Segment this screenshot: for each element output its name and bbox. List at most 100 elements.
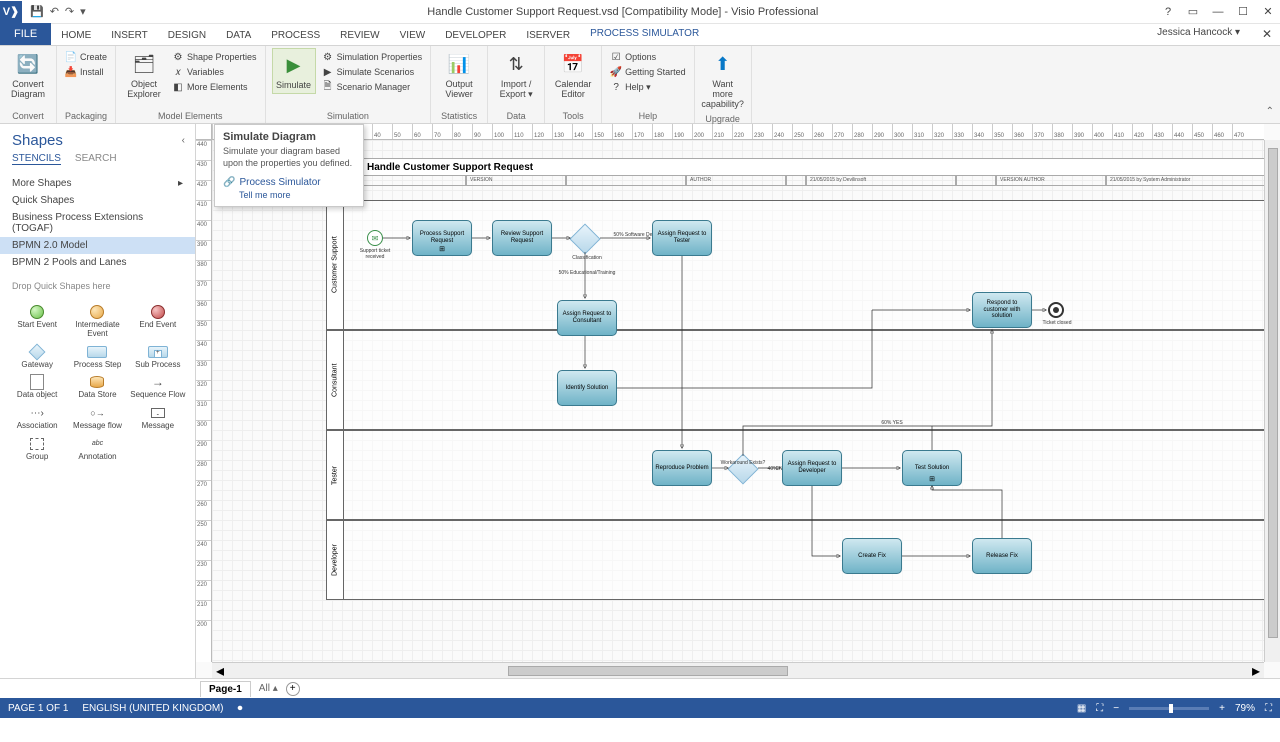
close-icon[interactable]: ✕ [1256, 2, 1280, 22]
tab-data[interactable]: DATA [216, 26, 261, 45]
scroll-left-icon[interactable]: ◂ [212, 661, 228, 679]
tab-process-simulator[interactable]: PROCESS SIMULATOR [580, 24, 709, 45]
task-identify-solution[interactable]: Identify Solution [557, 370, 617, 406]
options-button[interactable]: ☑Options [608, 50, 688, 64]
page-tab-all[interactable]: All ▴ [259, 683, 278, 694]
scenario-manager-button[interactable]: 🗎Scenario Manager [320, 80, 425, 94]
zoom-in-icon[interactable]: + [1219, 703, 1225, 714]
tooltip-link[interactable]: 🔗Process Simulator [223, 175, 355, 190]
tab-home[interactable]: HOME [51, 26, 101, 45]
collapse-ribbon-icon[interactable]: ⌃ [1266, 106, 1274, 117]
qat-customize-icon[interactable]: ▾ [80, 5, 86, 18]
stencil-more-shapes[interactable]: More Shapes▸ [0, 175, 195, 192]
shape-sequence-flow[interactable]: Sequence Flow [129, 375, 187, 400]
tab-review[interactable]: REVIEW [330, 26, 389, 45]
output-viewer-button[interactable]: 📊 Output Viewer [437, 48, 481, 102]
lane-developer[interactable]: Developer [326, 520, 1264, 600]
drawing-canvas[interactable]: Handle Customer Support Request VERSION … [212, 140, 1264, 662]
task-reproduce-problem[interactable]: Reproduce Problem [652, 450, 712, 486]
maximize-icon[interactable]: ☐ [1231, 2, 1255, 22]
shape-properties-button[interactable]: ⚙Shape Properties [170, 50, 259, 64]
scroll-right-icon[interactable]: ▸ [1248, 661, 1264, 679]
qat-redo-icon[interactable]: ↷ [65, 5, 74, 18]
macro-recorder-icon[interactable]: ⏺ [238, 703, 243, 714]
getting-started-button[interactable]: 🚀Getting Started [608, 65, 688, 79]
shapes-collapse-icon[interactable]: ‹ [182, 135, 185, 146]
minimize-icon[interactable]: — [1206, 2, 1230, 22]
tab-iserver[interactable]: ISERVER [516, 26, 580, 45]
shape-process-step[interactable]: Process Step [68, 345, 126, 370]
more-elements-button[interactable]: ◧More Elements [170, 80, 259, 94]
stencil-bpmn-model[interactable]: BPMN 2.0 Model [0, 237, 195, 254]
create-button[interactable]: 📄Create [63, 50, 109, 64]
shape-gateway[interactable]: Gateway [8, 345, 66, 370]
qat-undo-icon[interactable]: ↶ [50, 5, 59, 18]
install-button[interactable]: 📥Install [63, 65, 109, 79]
task-process-support[interactable]: Process Support Request [412, 220, 472, 256]
add-page-button[interactable]: + [286, 682, 300, 696]
zoom-slider[interactable] [1129, 707, 1209, 710]
shape-group[interactable]: Group [8, 437, 66, 462]
page-tab-1[interactable]: Page-1 [200, 681, 251, 697]
calendar-editor-button[interactable]: 📅 Calendar Editor [551, 48, 595, 102]
task-assign-tester[interactable]: Assign Request to Tester [652, 220, 712, 256]
simulation-properties-button[interactable]: ⚙Simulation Properties [320, 50, 425, 64]
help-icon[interactable]: ? [1156, 2, 1180, 22]
tooltip-tell-me-more[interactable]: Tell me more [223, 190, 355, 200]
object-explorer-button[interactable]: 🗂 Object Explorer [122, 48, 166, 102]
horizontal-scrollbar[interactable]: ◂ ▸ [212, 662, 1264, 678]
zoom-level[interactable]: 79% [1235, 703, 1255, 714]
tab-process[interactable]: PROCESS [261, 26, 330, 45]
shape-association[interactable]: Association [8, 406, 66, 431]
shape-message-flow[interactable]: Message flow [68, 406, 126, 431]
end-event[interactable] [1048, 302, 1064, 318]
tab-view[interactable]: VIEW [390, 26, 436, 45]
variables-button[interactable]: 𝑥Variables [170, 65, 259, 79]
shapes-tab-stencils[interactable]: STENCILS [12, 153, 61, 165]
shape-annotation[interactable]: Annotation [68, 437, 126, 462]
task-test-solution[interactable]: Test Solution [902, 450, 962, 486]
file-tab[interactable]: FILE [0, 23, 51, 45]
ribbon-display-icon[interactable]: ▭ [1181, 2, 1205, 22]
help-button[interactable]: ?Help ▾ [608, 80, 688, 94]
stencil-bpmn-pools[interactable]: BPMN 2 Pools and Lanes [0, 254, 195, 271]
task-respond[interactable]: Respond to customer with solution [972, 292, 1032, 328]
start-event[interactable]: ✉ [367, 230, 383, 246]
task-release-fix[interactable]: Release Fix [972, 538, 1032, 574]
convert-diagram-button[interactable]: 🔄 Convert Diagram [6, 48, 50, 102]
stencil-quick-shapes[interactable]: Quick Shapes [0, 192, 195, 209]
stencil-bpe-togaf[interactable]: Business Process Extensions (TOGAF) [0, 209, 195, 237]
qat-save-icon[interactable]: 💾 [30, 5, 44, 18]
user-account[interactable]: Jessica Hancock ▾ [1157, 27, 1240, 38]
close-document-icon[interactable]: ✕ [1262, 27, 1272, 41]
shape-data-store[interactable]: Data Store [68, 375, 126, 400]
zoom-out-icon[interactable]: − [1113, 703, 1119, 714]
view-fullscreen-icon[interactable]: ⛶ [1096, 703, 1103, 714]
task-review-support[interactable]: Review Support Request [492, 220, 552, 256]
tab-design[interactable]: DESIGN [158, 26, 216, 45]
task-assign-developer[interactable]: Assign Request to Developer [782, 450, 842, 486]
shape-message[interactable]: Message [129, 406, 187, 431]
upgrade-button[interactable]: ⬆ Want more capability? [701, 48, 745, 112]
tab-insert[interactable]: INSERT [101, 26, 158, 45]
task-create-fix[interactable]: Create Fix [842, 538, 902, 574]
lane-consultant[interactable]: Consultant [326, 330, 1264, 430]
shapes-tab-search[interactable]: SEARCH [75, 153, 117, 165]
simulate-scenarios-button[interactable]: ▶Simulate Scenarios [320, 65, 425, 79]
vertical-scrollbar[interactable] [1264, 140, 1280, 662]
simulate-button[interactable]: ▶ Simulate [272, 48, 316, 94]
shape-start-event[interactable]: Start Event [8, 305, 66, 339]
tab-developer[interactable]: DEVELOPER [435, 26, 516, 45]
gateway-icon [29, 343, 46, 360]
shape-end-event[interactable]: End Event [129, 305, 187, 339]
status-language[interactable]: ENGLISH (UNITED KINGDOM) [82, 703, 223, 714]
import-export-button[interactable]: ⇅ Import / Export ▾ [494, 48, 538, 102]
shape-intermediate-event[interactable]: Intermediate Event [68, 305, 126, 339]
hscroll-thumb[interactable] [508, 666, 788, 676]
fit-to-window-icon[interactable]: ⛶ [1265, 703, 1272, 714]
vscroll-thumb[interactable] [1268, 148, 1278, 638]
shape-data-object[interactable]: Data object [8, 375, 66, 400]
shape-sub-process[interactable]: Sub Process [129, 345, 187, 370]
task-assign-consultant[interactable]: Assign Request to Consultant [557, 300, 617, 336]
view-normal-icon[interactable]: ▦ [1077, 703, 1086, 714]
